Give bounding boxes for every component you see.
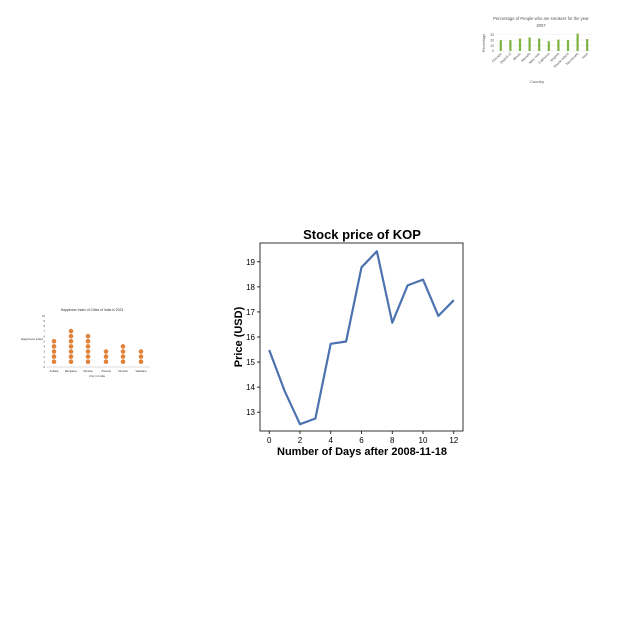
dot	[120, 359, 126, 365]
x-tick-label: 6	[359, 436, 364, 445]
dot-chart-ylabel: Happiness Index	[21, 337, 44, 341]
dot	[68, 359, 74, 365]
bar-y-tick-label: 0	[492, 49, 494, 53]
dot	[51, 359, 57, 365]
dot-y-tick-label: 4	[44, 345, 46, 349]
y-axis-ticks: 13 14 15 16 17 18 19	[246, 258, 260, 417]
dot	[120, 354, 126, 359]
bar-chart-subtitle: 2007	[536, 23, 546, 28]
dot-y-tick-label: 1	[44, 360, 46, 364]
dot	[51, 344, 57, 349]
bar-chart-xlabel: Country	[530, 79, 544, 84]
bar	[586, 39, 589, 51]
dot	[51, 339, 57, 344]
dot	[120, 344, 126, 349]
bar-y-tick-label: 30	[490, 33, 494, 37]
dot	[51, 349, 57, 354]
dot-chart-title: Happiness Index of Cities of India in 20…	[61, 308, 124, 312]
y-tick-label: 15	[246, 358, 255, 367]
y-tick-label: 13	[246, 408, 255, 417]
bar-x-tick-label: Virginia	[549, 52, 560, 63]
dot	[103, 349, 109, 354]
dot	[68, 328, 74, 334]
x-tick-label: 4	[329, 436, 334, 445]
dot	[68, 349, 74, 354]
x-tick-label: 0	[267, 436, 272, 445]
dot-y-tick-label: 6	[44, 334, 46, 338]
dot	[120, 349, 126, 354]
bar	[499, 40, 502, 51]
x-tick-label: 2	[298, 436, 303, 445]
bar-series	[499, 33, 589, 51]
bar-x-tick-label: Iowa	[581, 52, 589, 60]
chart-title: Stock price of KOP	[303, 227, 421, 242]
bar-chart-title: Percentage of People who are smokers for…	[493, 16, 589, 21]
dot-x-tick-labels: Kolkata Bangalore Mumbai Chennai Mumbai Vadod…	[50, 369, 147, 373]
bar-y-tick-label: 10	[490, 44, 494, 48]
dot	[85, 339, 91, 344]
dot-y-tick-label: 8	[44, 324, 46, 328]
bar	[528, 37, 531, 51]
dot-x-tick-label: Mumbai	[83, 369, 93, 373]
dot-y-tick-label: 2	[44, 355, 46, 359]
bar-x-tick-label: Chicago	[491, 52, 503, 64]
dot-series	[51, 328, 144, 365]
dot	[138, 349, 144, 354]
bar	[547, 41, 550, 51]
dot	[103, 359, 109, 365]
x-axis-ticks: 0 2 4 6 8 10 12	[267, 431, 459, 445]
bar	[509, 40, 512, 51]
x-tick-label: 12	[449, 436, 458, 445]
dot	[68, 339, 74, 344]
y-tick-label: 18	[246, 283, 255, 292]
dot	[68, 354, 74, 359]
dot	[85, 333, 91, 339]
dot-y-tick-label: 3	[44, 350, 46, 354]
dot-x-tick-label: Kolkata	[50, 369, 59, 373]
bar-x-tick-label: Illinois	[512, 52, 522, 62]
dot-x-tick-label: Mumbai	[118, 369, 128, 373]
dot	[51, 354, 57, 359]
dot	[85, 354, 91, 359]
dot	[68, 344, 74, 349]
y-tick-label: 17	[246, 308, 255, 317]
bar	[538, 38, 541, 51]
y-tick-label: 19	[246, 258, 255, 267]
bar	[518, 38, 522, 51]
dot	[138, 354, 144, 359]
bar	[557, 39, 560, 51]
bar-x-tick-label: Nevada	[520, 52, 531, 63]
dot-x-tick-label: Bangalore	[65, 369, 77, 373]
price-series-line	[268, 250, 455, 426]
bar-chart-ylabel: Percentage	[482, 34, 486, 52]
dot-x-tick-label: Chennai	[101, 369, 111, 373]
bar	[576, 33, 579, 51]
bar-y-tick-label: 20	[490, 38, 494, 42]
x-tick-label: 10	[419, 436, 428, 445]
dot-y-tick-label: 9	[44, 319, 46, 323]
dot	[138, 359, 144, 365]
dot	[85, 344, 91, 349]
x-axis-label: Number of Days after 2008-11-18	[277, 446, 447, 458]
dot	[68, 333, 74, 339]
dot-y-tick-label: 5	[44, 340, 46, 344]
x-tick-label: 8	[390, 436, 395, 445]
dot	[85, 349, 91, 354]
dot-y-tick-label: 10	[42, 314, 45, 318]
dot-x-tick-label: Vadodara	[135, 369, 147, 373]
dot-y-tick-label: 0	[44, 365, 46, 369]
dot-chart-xlabel: City in India	[89, 374, 105, 378]
y-tick-label: 16	[246, 333, 255, 342]
dot	[85, 359, 91, 365]
dot-y-tick-label: 7	[44, 329, 46, 333]
y-tick-label: 14	[246, 383, 255, 392]
dot	[103, 354, 109, 359]
y-axis-label: Price (USD)	[233, 306, 245, 367]
bar	[566, 40, 570, 51]
